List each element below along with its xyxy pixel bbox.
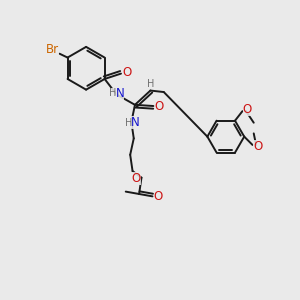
- Text: N: N: [131, 116, 140, 129]
- Text: O: O: [154, 190, 163, 203]
- Text: H: H: [125, 118, 132, 128]
- Text: O: O: [253, 140, 262, 153]
- Text: O: O: [243, 103, 252, 116]
- Text: O: O: [122, 66, 131, 79]
- Text: Br: Br: [46, 43, 59, 56]
- Text: O: O: [131, 172, 141, 185]
- Text: O: O: [155, 100, 164, 112]
- Text: H: H: [109, 88, 117, 98]
- Text: N: N: [116, 87, 124, 100]
- Text: H: H: [147, 79, 155, 89]
